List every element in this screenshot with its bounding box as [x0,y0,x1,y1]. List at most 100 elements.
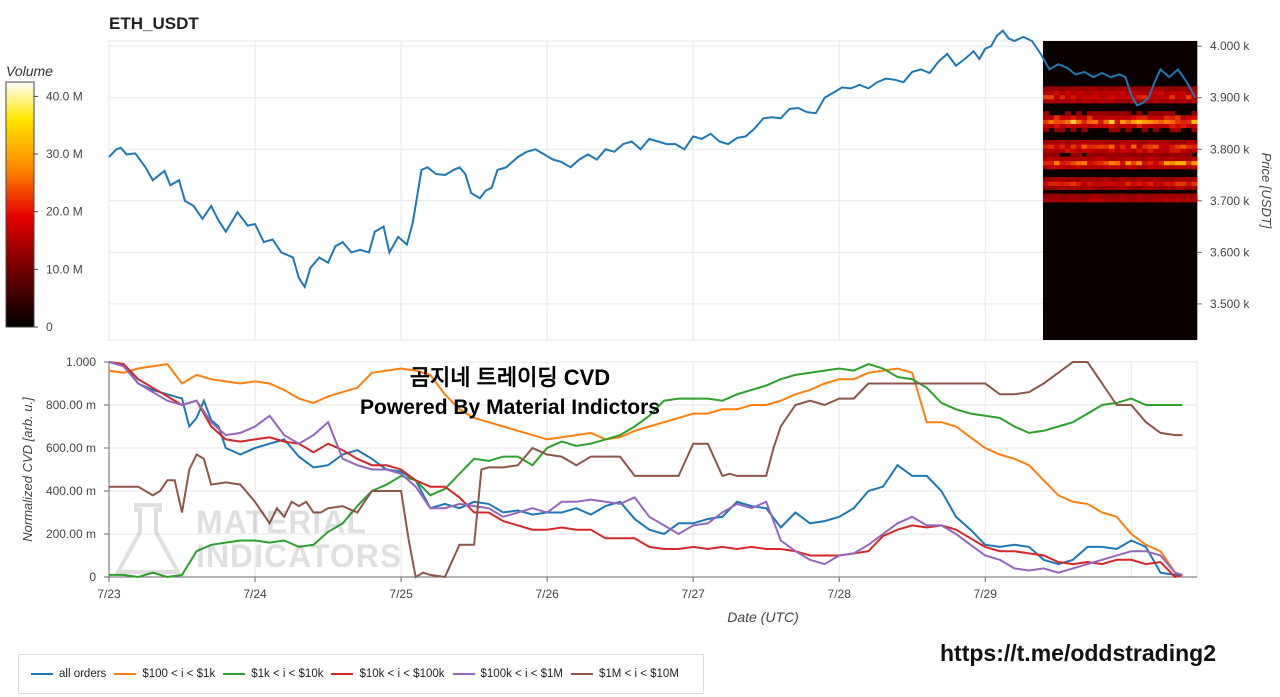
legend-item[interactable]: $1M < i < $10M [571,668,679,680]
heatmap-cell [1070,193,1077,199]
heatmap-cell [1136,193,1143,199]
heatmap-cell [1169,90,1176,96]
heatmap-cell [1109,181,1115,186]
heatmap-cell [1048,185,1055,190]
heatmap-cell [1065,148,1071,153]
heatmap-cell [1175,160,1181,166]
heatmap-cell [1103,148,1110,153]
heatmap-cell [1092,98,1099,104]
heatmap-cell [1153,181,1159,186]
heatmap-cell [1092,156,1099,162]
heatmap-cell [1191,181,1198,186]
heatmap-cell [1142,127,1148,133]
heatmap-cell [1142,185,1148,190]
heatmap-cell [1043,185,1049,190]
legend-swatch [114,673,137,675]
heatmap-cell [1098,86,1104,91]
heatmap-cell [1142,181,1148,186]
heatmap-cell [1175,139,1181,145]
heatmap-cell [1070,185,1077,190]
heatmap-cell [1158,123,1165,129]
heatmap-cell [1098,148,1104,153]
heatmap-cell [1092,115,1099,120]
heatmap-cell [1092,193,1099,199]
heatmap-cell [1065,111,1071,116]
heatmap-cell [1164,148,1170,153]
heatmap-cell [1191,90,1198,96]
heatmap-cell [1043,160,1049,166]
logo-text-line1: MATERIAL [196,504,367,540]
heatmap-cell [1131,90,1137,96]
heatmap-cell [1065,193,1071,199]
heatmap-cell [1098,115,1104,120]
heatmap-cell [1048,144,1055,149]
heatmap-cell [1065,185,1071,190]
heatmap-cell [1125,119,1132,124]
legend-item[interactable]: $1k < i < $10k [223,668,323,680]
heatmap-cell [1048,156,1055,162]
heatmap-cell [1076,164,1082,170]
heatmap-cell [1076,148,1082,153]
heatmap-cell [1169,123,1176,129]
heatmap-cell [1098,111,1104,116]
heatmap-cell [1054,185,1060,190]
heatmap-cell [1164,160,1170,166]
telegram-link[interactable]: https://t.me/oddstrading2 [940,640,1216,666]
logo-text-line2: INDICATORS [196,538,403,574]
heatmap-cell [1175,152,1181,157]
legend-item[interactable]: $10k < i < $100k [331,668,445,680]
colorbar-tick-label: 30.0 M [46,147,83,161]
heatmap-cell [1191,144,1198,149]
heatmap-cell [1114,86,1121,91]
heatmap-cell [1076,181,1082,186]
heatmap-cell [1142,123,1148,129]
heatmap-cell [1164,177,1170,182]
heatmap-cell [1087,123,1093,129]
heatmap-cell [1092,152,1099,157]
heatmap-cell [1147,185,1154,190]
heatmap-cell [1048,152,1055,157]
heatmap-cell [1065,160,1071,166]
heatmap-cell [1070,86,1077,91]
heatmap-cell [1175,115,1181,120]
heatmap-cell [1153,164,1159,170]
heatmap-cell [1059,177,1066,182]
legend-item[interactable]: all orders [31,668,106,680]
heatmap-cell [1087,144,1093,149]
heatmap-cell [1147,148,1154,153]
heatmap-cell [1043,115,1049,120]
heatmap-cell [1186,177,1192,182]
heatmap-cell [1164,111,1170,116]
heatmap-cell [1103,177,1110,182]
heatmap-cell [1147,181,1154,186]
heatmap-cell [1175,181,1181,186]
heatmap-cell [1131,139,1137,145]
heatmap-cell [1120,177,1126,182]
heatmap-cell [1103,119,1110,124]
heatmap-cell [1175,144,1181,149]
heatmap-cell [1098,119,1104,124]
heatmap-cell [1059,86,1066,91]
heatmap-cell [1059,98,1066,104]
legend-item[interactable]: $100k < i < $1M [452,668,563,680]
legend-item[interactable]: $100 < i < $1k [114,668,215,680]
heatmap-cell [1059,119,1066,124]
heatmap-cell [1175,177,1181,182]
heatmap-cell [1098,98,1104,104]
heatmap-cell [1103,86,1110,91]
heatmap-cell [1109,185,1115,190]
heatmap-cell [1136,115,1143,120]
heatmap-cell [1169,111,1176,116]
heatmap-cell [1142,148,1148,153]
legend-label: $1M < i < $10M [599,668,679,680]
heatmap-cell [1048,181,1055,186]
heatmap-cell [1059,123,1066,129]
cvd-plot-area [108,361,1198,578]
heatmap-cell [1059,197,1066,203]
heatmap-cell [1081,115,1088,120]
heatmap-cell [1081,181,1088,186]
heatmap-cell [1081,94,1088,100]
heatmap-cell [1180,177,1187,182]
heatmap-cell [1136,123,1143,129]
heatmap-cell [1169,144,1176,149]
